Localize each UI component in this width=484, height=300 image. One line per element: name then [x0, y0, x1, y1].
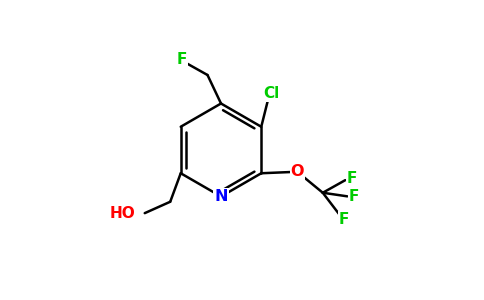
Text: O: O: [290, 164, 304, 179]
Text: HO: HO: [110, 206, 136, 220]
Text: F: F: [347, 171, 357, 186]
Text: F: F: [177, 52, 187, 67]
Text: N: N: [214, 189, 228, 204]
Text: Cl: Cl: [264, 86, 280, 101]
Text: F: F: [338, 212, 348, 227]
Text: F: F: [349, 189, 359, 204]
